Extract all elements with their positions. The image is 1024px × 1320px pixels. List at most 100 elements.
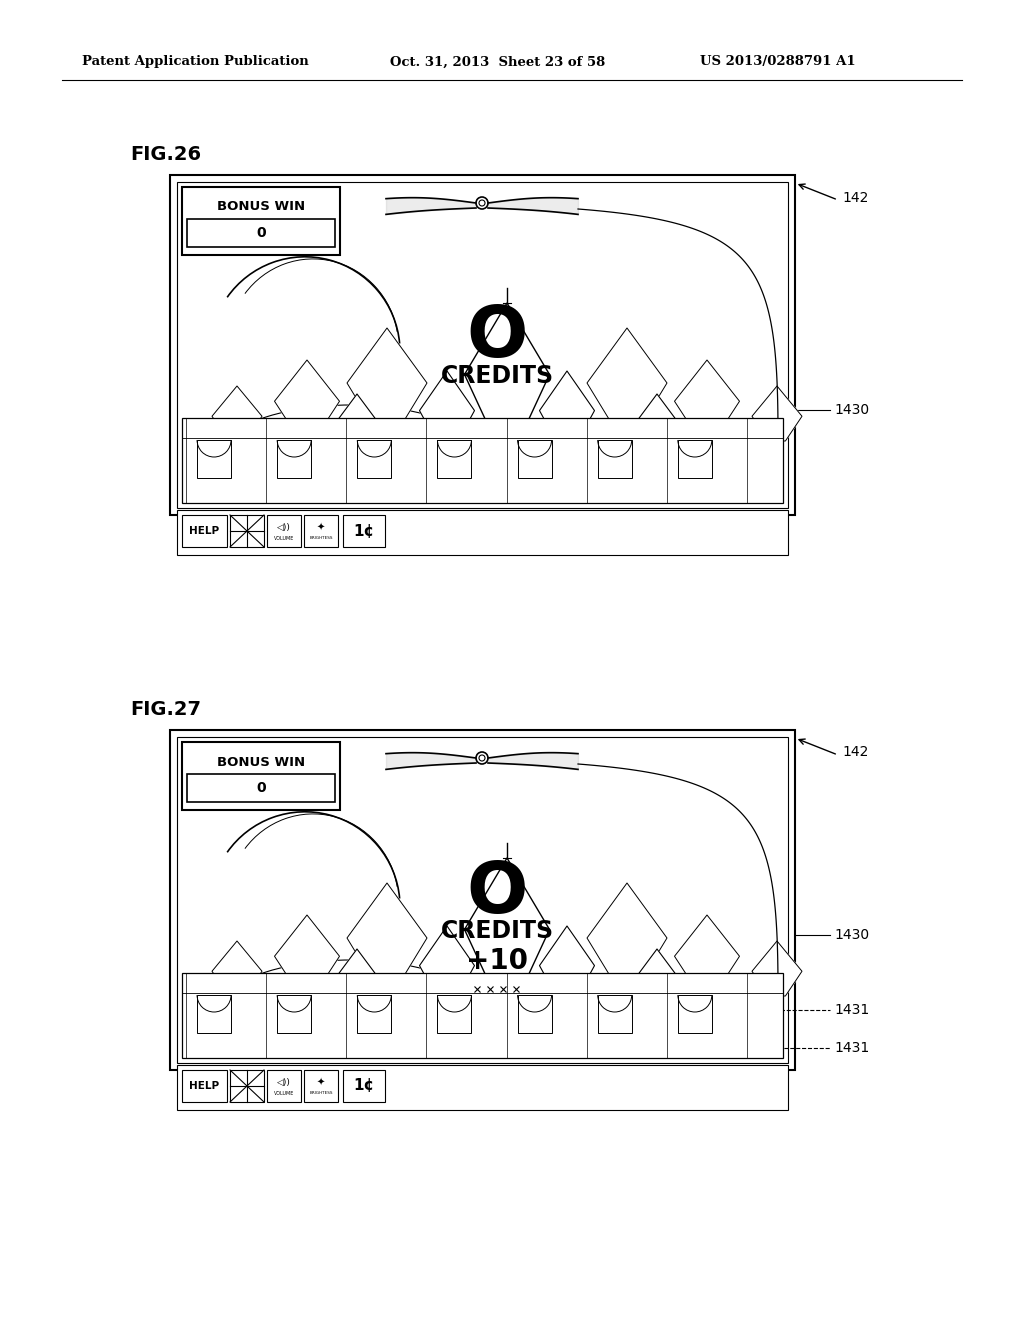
Bar [231, 997, 243, 1018]
Text: FIG.27: FIG.27 [130, 700, 201, 719]
Polygon shape [635, 393, 680, 449]
Text: HELP: HELP [189, 1081, 219, 1092]
Bar [170, 176, 795, 515]
Text: BRIGHTESS: BRIGHTESS [309, 1092, 333, 1096]
Bar [517, 440, 552, 478]
Polygon shape [587, 327, 667, 428]
Polygon shape [212, 385, 262, 441]
Bar [267, 515, 301, 546]
Bar [651, 1005, 663, 1028]
Bar [182, 418, 783, 503]
Bar [678, 440, 712, 478]
Bar [304, 1071, 338, 1102]
Text: BRIGHTESS: BRIGHTESS [309, 536, 333, 540]
Text: 1431: 1431 [834, 1041, 869, 1055]
Polygon shape [347, 327, 427, 428]
Bar [678, 995, 712, 1034]
Bar [304, 515, 338, 546]
Bar [357, 995, 391, 1034]
Bar [598, 440, 632, 478]
Polygon shape [335, 949, 380, 1005]
Bar [771, 997, 783, 1018]
Bar [177, 182, 788, 508]
Bar [378, 983, 396, 1018]
Bar [299, 436, 314, 463]
Text: 142: 142 [842, 744, 868, 759]
Bar [187, 774, 335, 803]
Text: ◁)): ◁)) [278, 1077, 291, 1086]
Polygon shape [465, 304, 550, 433]
Bar [496, 433, 518, 478]
Bar [357, 440, 391, 478]
Text: HELP: HELP [189, 525, 219, 536]
Bar [278, 995, 311, 1034]
Text: ✦: ✦ [317, 523, 325, 532]
Text: ◁)): ◁)) [278, 523, 291, 532]
Bar [182, 187, 340, 255]
Text: CREDITS: CREDITS [440, 364, 554, 388]
Bar [177, 737, 788, 1063]
Bar [177, 510, 788, 554]
Polygon shape [587, 883, 667, 983]
Bar [278, 440, 311, 478]
Bar [440, 998, 454, 1028]
Text: +10: +10 [466, 946, 528, 975]
Bar [560, 444, 574, 473]
Bar [517, 995, 552, 1034]
Bar [230, 515, 264, 546]
Polygon shape [540, 371, 595, 444]
Bar [651, 449, 663, 473]
Bar [231, 441, 243, 463]
Bar [699, 436, 715, 463]
Bar [437, 440, 471, 478]
Bar [771, 441, 783, 463]
Text: 1¢: 1¢ [353, 1078, 375, 1093]
Text: Patent Application Publication: Patent Application Publication [82, 55, 309, 69]
Bar [618, 428, 636, 463]
Bar [230, 1071, 264, 1102]
Text: 142: 142 [842, 191, 868, 205]
Bar [598, 995, 632, 1034]
Text: O: O [466, 858, 527, 928]
Text: 0: 0 [256, 226, 266, 240]
Text: 1431: 1431 [834, 1003, 869, 1016]
Text: 0: 0 [256, 781, 266, 795]
Text: VOLUME: VOLUME [273, 1090, 294, 1096]
Bar [267, 1071, 301, 1102]
Bar [182, 515, 227, 546]
Circle shape [479, 755, 485, 762]
Bar [182, 742, 340, 810]
Text: VOLUME: VOLUME [273, 536, 294, 541]
Bar [351, 1005, 362, 1028]
Bar [182, 1071, 227, 1102]
Bar [343, 1071, 385, 1102]
Bar [378, 428, 396, 463]
Polygon shape [335, 393, 380, 449]
Text: BONUS WIN: BONUS WIN [217, 755, 305, 768]
Circle shape [476, 197, 488, 209]
Text: O: O [466, 304, 527, 372]
Text: BONUS WIN: BONUS WIN [217, 201, 305, 214]
Circle shape [476, 752, 488, 764]
Bar [343, 515, 385, 546]
Bar [440, 444, 454, 473]
Text: FIG.26: FIG.26 [130, 145, 201, 164]
Bar [618, 983, 636, 1018]
Polygon shape [675, 360, 739, 436]
Bar [187, 219, 335, 247]
Text: ✦: ✦ [317, 1077, 325, 1088]
Bar [177, 1065, 788, 1110]
Polygon shape [752, 941, 802, 997]
Text: 1430: 1430 [834, 403, 869, 417]
Polygon shape [540, 927, 595, 998]
Bar [699, 990, 715, 1018]
Polygon shape [752, 385, 802, 441]
Bar [182, 973, 783, 1059]
Polygon shape [420, 927, 474, 998]
Bar [351, 449, 362, 473]
Bar [197, 995, 231, 1034]
Polygon shape [274, 360, 340, 436]
Bar [197, 440, 231, 478]
Bar [560, 998, 574, 1028]
Polygon shape [420, 371, 474, 444]
